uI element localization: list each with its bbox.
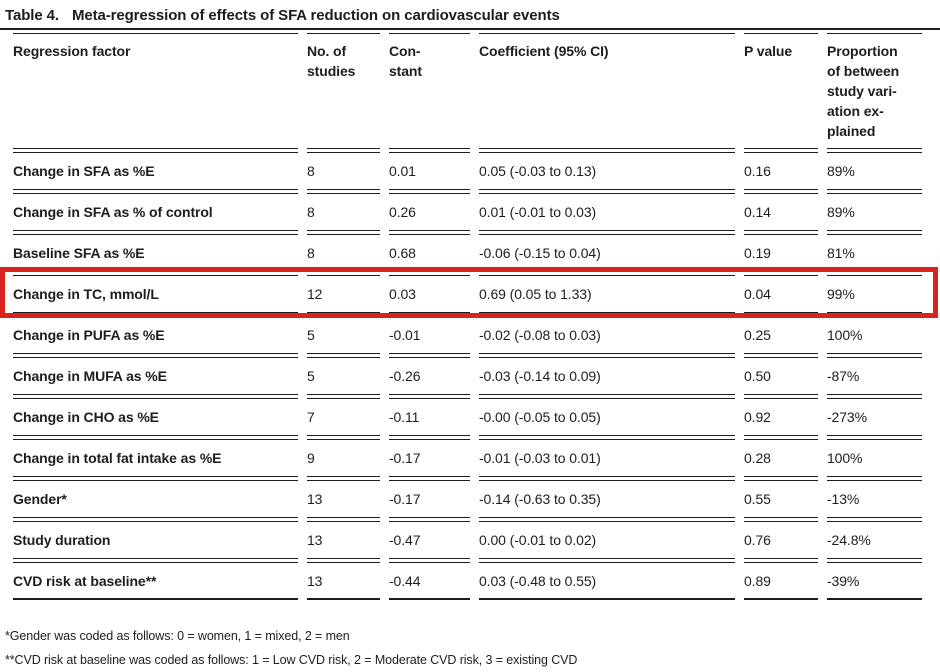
cell-studies: 13 [307, 521, 380, 559]
table-row: Change in SFA as %E 8 0.01 0.05 (-0.03 t… [13, 152, 922, 190]
cell-p-value: 0.76 [744, 521, 818, 559]
table-row: Change in total fat intake as %E 9 -0.17… [13, 439, 922, 477]
cell-proportion: -273% [827, 398, 922, 436]
cell-p-value: 0.28 [744, 439, 818, 477]
cell-proportion: -39% [827, 562, 922, 600]
cell-proportion: 89% [827, 193, 922, 231]
col-header-constant: Con- stant [389, 33, 470, 149]
cell-proportion: 100% [827, 439, 922, 477]
cell-proportion: -24.8% [827, 521, 922, 559]
cell-studies: 9 [307, 439, 380, 477]
cell-coefficient: -0.06 (-0.15 to 0.04) [479, 234, 735, 272]
cell-factor: Change in MUFA as %E [13, 357, 298, 395]
cell-factor: Change in SFA as % of control [13, 193, 298, 231]
cell-p-value: 0.89 [744, 562, 818, 600]
header-row: Regression factor No. of studies Con- st… [13, 33, 922, 149]
cell-proportion: 100% [827, 316, 922, 354]
cell-constant: -0.26 [389, 357, 470, 395]
cell-proportion: 89% [827, 152, 922, 190]
cell-factor: Gender* [13, 480, 298, 518]
cell-coefficient: -0.01 (-0.03 to 0.01) [479, 439, 735, 477]
cell-constant: -0.47 [389, 521, 470, 559]
cell-factor: CVD risk at baseline** [13, 562, 298, 600]
cell-coefficient: -0.00 (-0.05 to 0.05) [479, 398, 735, 436]
col-header-no-of-studies: No. of studies [307, 33, 380, 149]
cell-studies: 8 [307, 193, 380, 231]
cell-p-value: 0.55 [744, 480, 818, 518]
cell-coefficient: -0.02 (-0.08 to 0.03) [479, 316, 735, 354]
table-row: Gender* 13 -0.17 -0.14 (-0.63 to 0.35) 0… [13, 480, 922, 518]
footnotes: *Gender was coded as follows: 0 = women,… [5, 624, 940, 672]
cell-coefficient: 0.69 (0.05 to 1.33) [479, 275, 735, 313]
cell-proportion: 81% [827, 234, 922, 272]
table-row: Change in PUFA as %E 5 -0.01 -0.02 (-0.0… [13, 316, 922, 354]
cell-coefficient: -0.14 (-0.63 to 0.35) [479, 480, 735, 518]
cell-p-value: 0.92 [744, 398, 818, 436]
table-number-label: Table 4. [5, 7, 59, 24]
cell-factor: Change in SFA as %E [13, 152, 298, 190]
cell-coefficient: 0.00 (-0.01 to 0.02) [479, 521, 735, 559]
table-row: Change in MUFA as %E 5 -0.26 -0.03 (-0.1… [13, 357, 922, 395]
cell-factor: Baseline SFA as %E [13, 234, 298, 272]
cell-studies: 12 [307, 275, 380, 313]
cell-p-value: 0.50 [744, 357, 818, 395]
cell-constant: 0.68 [389, 234, 470, 272]
cell-factor: Study duration [13, 521, 298, 559]
cell-proportion: -13% [827, 480, 922, 518]
cell-factor: Change in CHO as %E [13, 398, 298, 436]
table-title-text: Meta-regression of effects of SFA reduct… [71, 7, 560, 24]
cell-p-value: 0.14 [744, 193, 818, 231]
cell-studies: 5 [307, 357, 380, 395]
cell-p-value: 0.25 [744, 316, 818, 354]
cell-studies: 7 [307, 398, 380, 436]
cell-proportion: -87% [827, 357, 922, 395]
col-header-p-value: P value [744, 33, 818, 149]
table-row: Change in CHO as %E 7 -0.11 -0.00 (-0.05… [13, 398, 922, 436]
cell-factor: Change in TC, mmol/L [13, 275, 298, 313]
col-header-regression-factor: Regression factor [13, 33, 298, 149]
cell-p-value: 0.19 [744, 234, 818, 272]
cell-constant: 0.01 [389, 152, 470, 190]
meta-regression-table: Regression factor No. of studies Con- st… [4, 30, 931, 603]
table-row: CVD risk at baseline** 13 -0.44 0.03 (-0… [13, 562, 922, 600]
col-header-proportion: Proportion of between study vari- ation … [827, 33, 922, 149]
table-row-highlighted: Change in TC, mmol/L 12 0.03 0.69 (0.05 … [13, 275, 922, 313]
cell-constant: 0.26 [389, 193, 470, 231]
cell-p-value: 0.04 [744, 275, 818, 313]
cell-p-value: 0.16 [744, 152, 818, 190]
footnote-cvd-risk: **CVD risk at baseline was coded as foll… [5, 653, 578, 667]
cell-coefficient: 0.03 (-0.48 to 0.55) [479, 562, 735, 600]
table-row: Study duration 13 -0.47 0.00 (-0.01 to 0… [13, 521, 922, 559]
cell-constant: -0.11 [389, 398, 470, 436]
cell-constant: -0.17 [389, 439, 470, 477]
cell-factor: Change in total fat intake as %E [13, 439, 298, 477]
cell-coefficient: 0.05 (-0.03 to 0.13) [479, 152, 735, 190]
cell-constant: 0.03 [389, 275, 470, 313]
col-header-coefficient: Coefficient (95% CI) [479, 33, 735, 149]
cell-studies: 8 [307, 234, 380, 272]
cell-coefficient: 0.01 (-0.01 to 0.03) [479, 193, 735, 231]
cell-constant: -0.44 [389, 562, 470, 600]
table-row: Change in SFA as % of control 8 0.26 0.0… [13, 193, 922, 231]
cell-coefficient: -0.03 (-0.14 to 0.09) [479, 357, 735, 395]
cell-proportion: 99% [827, 275, 922, 313]
cell-factor: Change in PUFA as %E [13, 316, 298, 354]
cell-studies: 5 [307, 316, 380, 354]
page-title: Table 4. Meta-regression of effects of SF… [0, 0, 940, 30]
cell-constant: -0.01 [389, 316, 470, 354]
cell-constant: -0.17 [389, 480, 470, 518]
cell-studies: 13 [307, 562, 380, 600]
footnote-gender: *Gender was coded as follows: 0 = women,… [5, 629, 350, 643]
table-row: Baseline SFA as %E 8 0.68 -0.06 (-0.15 t… [13, 234, 922, 272]
cell-studies: 13 [307, 480, 380, 518]
cell-studies: 8 [307, 152, 380, 190]
